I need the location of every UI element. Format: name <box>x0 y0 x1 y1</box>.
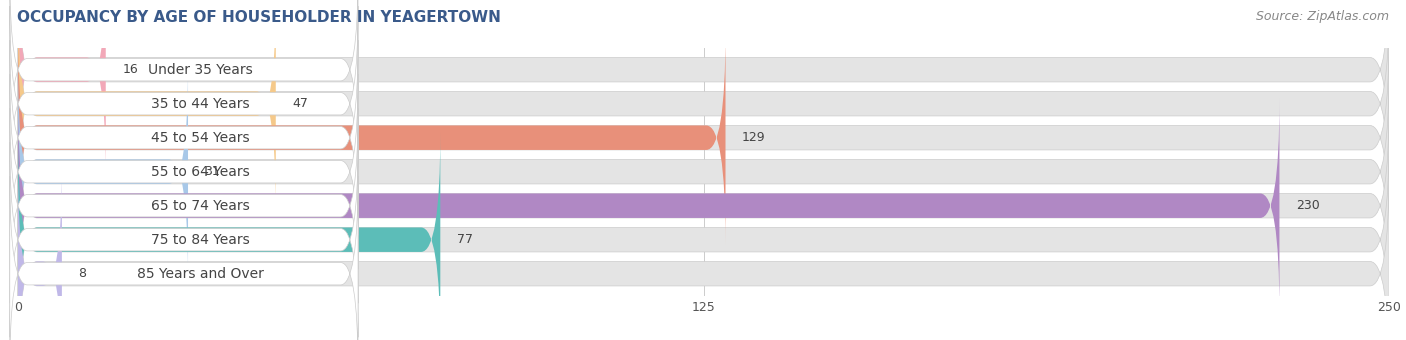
FancyBboxPatch shape <box>10 74 359 269</box>
FancyBboxPatch shape <box>18 0 1389 176</box>
FancyBboxPatch shape <box>18 99 1279 312</box>
Text: Source: ZipAtlas.com: Source: ZipAtlas.com <box>1256 10 1389 23</box>
FancyBboxPatch shape <box>18 133 440 340</box>
FancyBboxPatch shape <box>18 65 1389 278</box>
Text: 35 to 44 Years: 35 to 44 Years <box>150 97 250 111</box>
FancyBboxPatch shape <box>18 0 105 176</box>
FancyBboxPatch shape <box>18 99 1389 312</box>
FancyBboxPatch shape <box>18 0 276 210</box>
Text: 8: 8 <box>79 267 86 280</box>
Text: 85 Years and Over: 85 Years and Over <box>136 267 264 281</box>
Text: OCCUPANCY BY AGE OF HOUSEHOLDER IN YEAGERTOWN: OCCUPANCY BY AGE OF HOUSEHOLDER IN YEAGE… <box>17 10 501 25</box>
FancyBboxPatch shape <box>18 0 1389 210</box>
Text: 77: 77 <box>457 233 472 246</box>
Text: 129: 129 <box>742 131 766 144</box>
Text: 45 to 54 Years: 45 to 54 Years <box>150 131 250 145</box>
Text: 31: 31 <box>204 165 221 178</box>
FancyBboxPatch shape <box>18 31 1389 244</box>
Text: 47: 47 <box>292 97 308 110</box>
FancyBboxPatch shape <box>10 176 359 340</box>
Text: 75 to 84 Years: 75 to 84 Years <box>150 233 250 247</box>
Text: Under 35 Years: Under 35 Years <box>148 63 253 77</box>
FancyBboxPatch shape <box>18 31 725 244</box>
FancyBboxPatch shape <box>10 0 359 167</box>
FancyBboxPatch shape <box>18 167 62 340</box>
FancyBboxPatch shape <box>18 133 1389 340</box>
FancyBboxPatch shape <box>18 167 1389 340</box>
FancyBboxPatch shape <box>10 40 359 235</box>
Text: 16: 16 <box>122 63 138 76</box>
FancyBboxPatch shape <box>18 65 188 278</box>
Text: 230: 230 <box>1296 199 1320 212</box>
FancyBboxPatch shape <box>10 6 359 201</box>
FancyBboxPatch shape <box>10 108 359 303</box>
Text: 55 to 64 Years: 55 to 64 Years <box>150 165 250 179</box>
Text: 65 to 74 Years: 65 to 74 Years <box>150 199 250 213</box>
FancyBboxPatch shape <box>10 142 359 337</box>
